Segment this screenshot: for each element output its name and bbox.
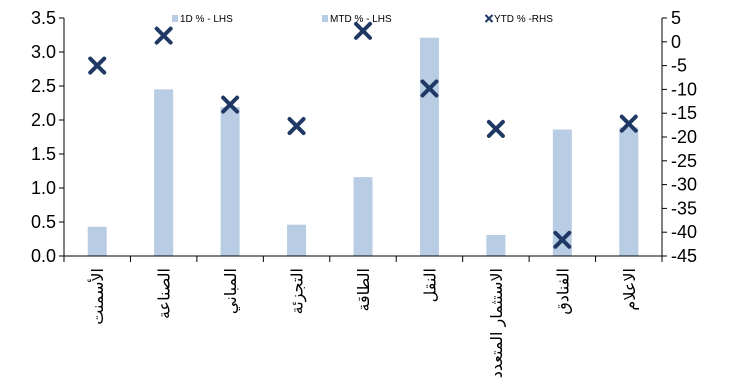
left-tick-label: 3.5: [31, 8, 56, 28]
category-label: الطاقة: [354, 268, 373, 312]
right-tick-label: -40: [671, 222, 697, 242]
legend-entry: MTD % - LHS: [322, 14, 392, 25]
ytd-marker: [619, 114, 638, 133]
left-axis-ticks: 0.0 0.5 1.0 1.5 2.0 2.5 3.0 3.5: [31, 8, 64, 266]
category-label: الاعلام: [620, 268, 639, 311]
right-tick-label: 0: [671, 32, 681, 52]
ytd-marker: [221, 95, 240, 114]
right-tick-label: -30: [671, 175, 697, 195]
legend-label: MTD % - LHS: [330, 14, 392, 25]
ytd-marker: [287, 117, 306, 136]
category-label: النقل: [420, 268, 439, 302]
category-label: الأسمنت: [87, 268, 107, 325]
right-tick-label: -10: [671, 79, 697, 99]
bar: [353, 177, 373, 256]
legend-swatch: [172, 15, 178, 22]
right-tick-label: -20: [671, 127, 697, 147]
right-tick-label: -25: [671, 151, 697, 171]
left-tick-label: 2.5: [31, 76, 56, 96]
legend-label: YTD % -RHS: [494, 14, 553, 25]
bar: [619, 127, 639, 256]
bar: [154, 89, 174, 257]
right-tick-label: 5: [671, 8, 681, 28]
legend-entry: 1D % - LHS: [172, 14, 233, 25]
left-tick-label: 1.0: [31, 178, 56, 198]
left-tick-label: 3.0: [31, 42, 56, 62]
category-label: التجزئة: [288, 268, 308, 314]
legend-label: 1D % - LHS: [180, 14, 233, 25]
category-label: الصناعة: [155, 268, 174, 319]
left-tick-label: 0.0: [31, 246, 56, 266]
right-axis-ticks: -45 -40 -35 -30 -25 -20 -15 -10 -5 0 5: [662, 8, 697, 266]
bar-series: [87, 37, 639, 257]
bar: [87, 226, 107, 256]
category-labels: الأسمنت الصناعة المباني التجزئة الطاقة النقل ا…: [87, 268, 639, 378]
ytd-marker: [420, 79, 439, 98]
left-tick-label: 0.5: [31, 212, 56, 232]
bar: [220, 107, 240, 256]
bar: [419, 37, 439, 256]
bar: [552, 129, 572, 256]
right-tick-label: -5: [671, 56, 687, 76]
right-tick-label: -45: [671, 246, 697, 266]
category-label: الاستثمار المتعدد: [487, 268, 507, 378]
ytd-marker: [88, 56, 107, 75]
bar: [486, 234, 506, 256]
ytd-marker: [154, 26, 173, 45]
bar: [287, 224, 307, 256]
right-tick-label: -15: [671, 103, 697, 123]
legend: 1D % - LHS MTD % - LHS YTD % -RHS: [172, 14, 553, 25]
left-tick-label: 1.5: [31, 144, 56, 164]
category-label: المباني: [221, 268, 241, 314]
legend-entry: YTD % -RHS: [484, 14, 553, 25]
scatter-series: [88, 21, 638, 249]
right-tick-label: -35: [671, 198, 697, 218]
left-tick-label: 2.0: [31, 110, 56, 130]
ytd-marker: [486, 119, 505, 138]
ytd-marker: [354, 21, 372, 40]
legend-x-marker: [484, 14, 494, 23]
category-label: الفنادق: [553, 268, 572, 315]
legend-swatch: [322, 15, 328, 22]
ytd-marker: [553, 230, 572, 249]
